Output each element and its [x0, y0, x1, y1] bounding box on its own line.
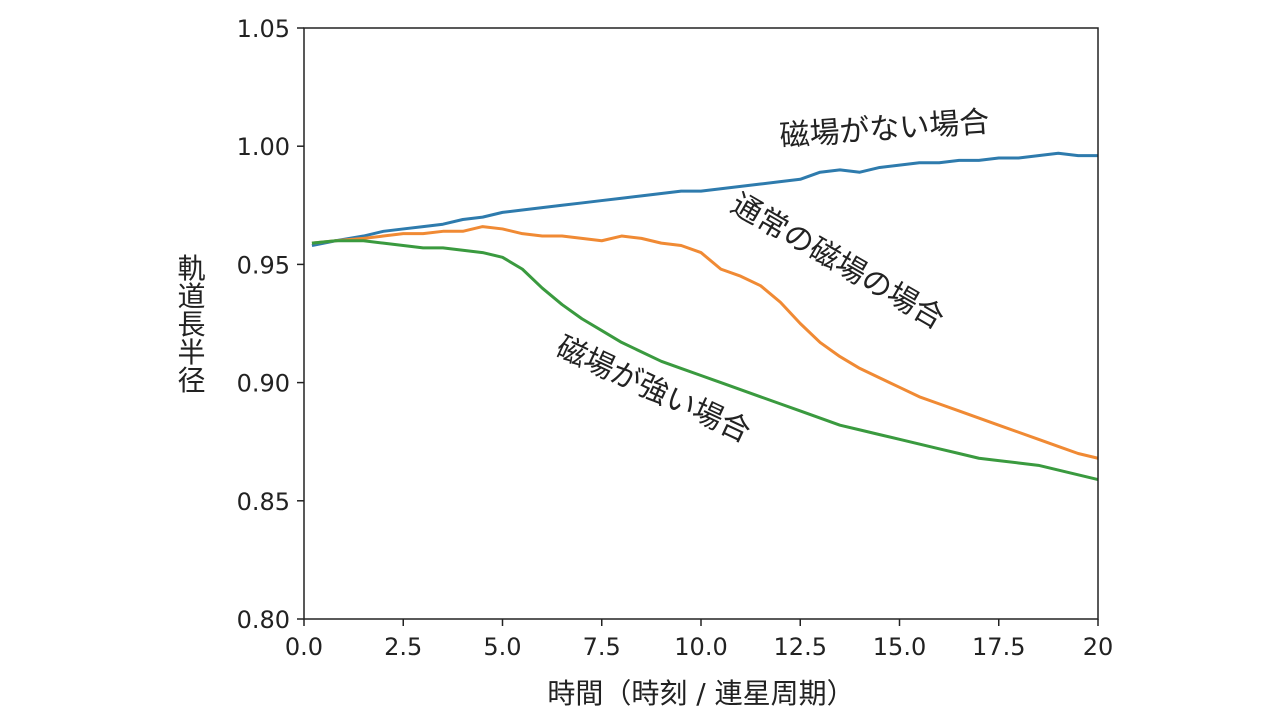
- x-tick-label: 17.5: [972, 633, 1025, 661]
- y-axis-label: 軌道長半径: [174, 253, 207, 393]
- y-tick-label: 0.85: [237, 488, 290, 516]
- annotation-label-1: 通常の磁場の場合: [725, 187, 950, 337]
- x-tick-label: 12.5: [774, 633, 827, 661]
- y-tick-label: 0.80: [237, 606, 290, 634]
- y-tick-label: 1.05: [237, 15, 290, 43]
- y-tick-label: 0.90: [237, 370, 290, 398]
- y-tick-label: 1.00: [237, 133, 290, 161]
- annotation-label-0: 磁場がない場合: [779, 105, 991, 155]
- x-tick-label: 7.5: [583, 633, 621, 661]
- annotation-label-2: 磁場が強い場合: [551, 330, 756, 450]
- series-line-0: [311, 151, 1098, 247]
- x-tick-label: 0.0: [285, 633, 323, 661]
- y-tick-label: 0.95: [237, 251, 290, 279]
- x-tick-label: 15.0: [873, 633, 926, 661]
- x-tick-label: 10.0: [674, 633, 727, 661]
- x-tick-label: 2.5: [384, 633, 422, 661]
- ticks-layer: 0.0 2.5 5.0 7.5 10.0 12.5 15.0 17.5 20 0.80 0.85 0.…: [237, 15, 1114, 661]
- x-tick-label: 5.0: [483, 633, 521, 661]
- series-line-2: [311, 239, 1099, 481]
- series-layer: [311, 151, 1099, 481]
- x-axis-label: 時間（時刻 / 連星周期）: [547, 677, 854, 710]
- series-line-1: [311, 225, 1099, 460]
- x-tick-label: 20: [1083, 633, 1114, 661]
